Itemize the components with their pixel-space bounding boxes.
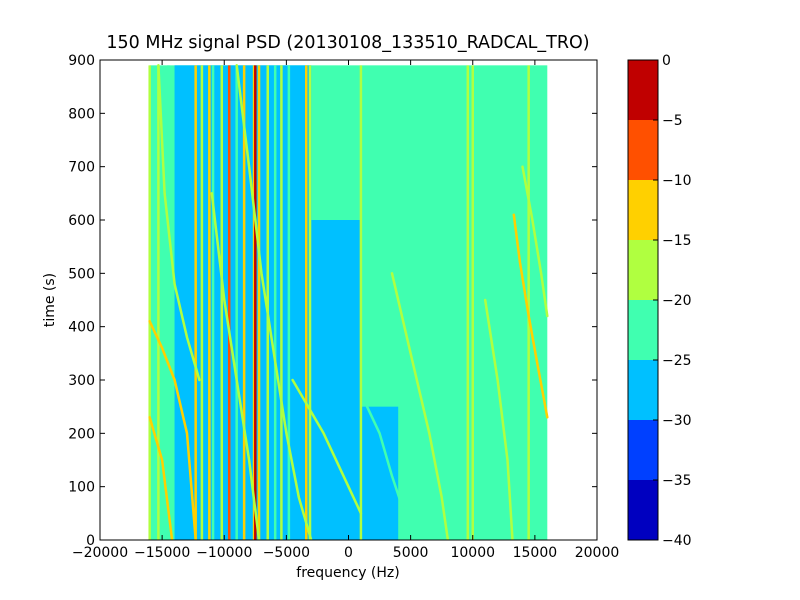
y-tick-label: 400: [68, 320, 95, 336]
x-tick-label: 15000: [513, 545, 558, 561]
psd-track: [148, 416, 174, 540]
colorbar-tick-label: −20: [662, 293, 692, 309]
y-tick-label: 900: [68, 53, 95, 69]
colorbar-segment: [628, 300, 658, 360]
colorbar-segment: [628, 360, 658, 420]
heatmap-layer: [148, 64, 549, 540]
colorbar-segment: [628, 120, 658, 180]
x-axis-label: frequency (Hz): [296, 565, 399, 581]
colorbar-tick-label: −15: [662, 233, 692, 249]
y-tick-label: 800: [68, 106, 95, 122]
y-tick-label: 600: [68, 213, 95, 229]
colorbar-segment: [628, 60, 658, 120]
colorbar: [628, 60, 658, 540]
psd-track: [521, 165, 549, 318]
psd-track: [291, 378, 363, 515]
colorbar-segment: [628, 480, 658, 540]
psd-track: [483, 298, 514, 540]
colorbar-segment: [628, 180, 658, 240]
x-tick-label: 0: [344, 545, 353, 561]
colorbar-axis: 0 −5 −10 −15 −20 −25 −30 −35 −40: [653, 53, 692, 549]
colorbar-tick-label: −25: [662, 353, 692, 369]
psd-track: [148, 320, 197, 540]
x-tick-label: −5000: [263, 545, 310, 561]
y-axis-label: time (s): [42, 273, 58, 327]
x-tick-label: 5000: [393, 545, 429, 561]
colorbar-tick-label: −10: [662, 173, 692, 189]
psd-track: [365, 405, 406, 515]
colorbar-segment: [628, 240, 658, 300]
x-tick-label: 10000: [450, 545, 495, 561]
x-axis: −20000 −15000 −10000 −5000 0 5000 10000 15000 20…: [72, 60, 619, 561]
y-tick-label: 200: [68, 426, 95, 442]
colorbar-tick-label: −35: [662, 473, 692, 489]
psd-region: [311, 220, 361, 540]
colorbar-tick-label: −30: [662, 413, 692, 429]
chart-title: 150 MHz signal PSD (20130108_133510_RADC…: [106, 33, 589, 53]
x-tick-label: −15000: [134, 545, 190, 561]
y-axis: 0 100 200 300 400 500 600 700 800 900: [68, 53, 597, 549]
colorbar-segment: [628, 420, 658, 480]
x-tick-label: −20000: [72, 545, 128, 561]
psd-track: [512, 213, 549, 419]
x-tick-label: 20000: [575, 545, 620, 561]
colorbar-tick-label: −40: [662, 533, 692, 549]
colorbar-tick-label: 0: [662, 53, 671, 69]
y-tick-label: 500: [68, 266, 95, 282]
y-tick-label: 700: [68, 160, 95, 176]
psd-track: [210, 192, 261, 540]
psd-track: [157, 64, 201, 382]
psd-track: [235, 64, 313, 540]
x-tick-label: −10000: [196, 545, 252, 561]
y-tick-label: 100: [68, 480, 95, 496]
psd-region: [360, 406, 399, 540]
y-tick-label: 0: [86, 533, 95, 549]
colorbar-tick-label: −5: [662, 113, 683, 129]
y-tick-label: 300: [68, 373, 95, 389]
psd-track: [390, 272, 450, 540]
